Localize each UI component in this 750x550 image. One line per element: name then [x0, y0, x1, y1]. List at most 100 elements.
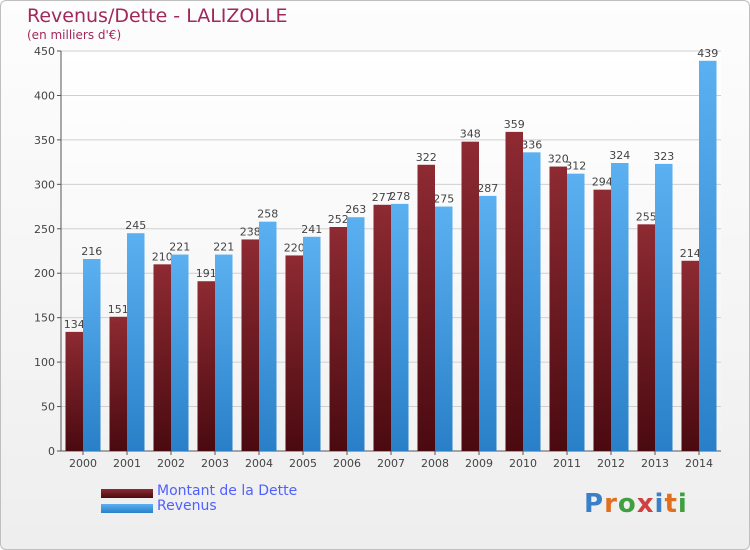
x-tick-label: 2010: [509, 457, 537, 470]
bar-revenue: [435, 206, 453, 451]
y-tick-label: 200: [34, 267, 55, 280]
data-label-revenue: 287: [477, 182, 498, 195]
x-tick-label: 2000: [69, 457, 97, 470]
bar-revenue: [171, 254, 189, 451]
data-label-debt: 277: [372, 191, 393, 204]
bar-revenue: [83, 259, 101, 451]
data-label-revenue: 275: [433, 193, 454, 206]
bar-debt: [197, 281, 215, 451]
bar-debt: [549, 166, 567, 452]
bar-debt: [329, 227, 347, 451]
legend-swatch-debt: [101, 489, 153, 498]
legend-swatch-revenue: [101, 504, 153, 513]
bar-debt: [285, 255, 303, 451]
data-label-debt: 151: [108, 303, 129, 316]
x-tick-label: 2005: [289, 457, 317, 470]
bar-debt: [373, 204, 391, 451]
x-tick-label: 2001: [113, 457, 141, 470]
y-tick-label: 0: [48, 445, 55, 458]
legend-label-debt: Montant de la Dette: [157, 483, 298, 499]
data-label-revenue: 216: [81, 245, 102, 258]
data-label-revenue: 312: [565, 160, 586, 173]
data-label-debt: 252: [328, 213, 349, 226]
y-tick-label: 400: [34, 89, 55, 102]
data-label-revenue: 324: [609, 149, 630, 162]
data-label-revenue: 258: [257, 208, 278, 221]
data-label-revenue: 278: [389, 190, 410, 203]
bar-debt: [593, 189, 611, 451]
bar-debt: [461, 141, 479, 451]
logo-letter: x: [636, 489, 655, 519]
bar-revenue: [611, 163, 629, 451]
data-label-debt: 322: [416, 151, 437, 164]
legend-label-revenue: Revenus: [157, 498, 217, 514]
bar-debt: [241, 239, 259, 451]
y-tick-label: 350: [34, 134, 55, 147]
data-label-debt: 320: [548, 153, 569, 166]
bar-debt: [505, 131, 523, 451]
bar-revenue: [567, 173, 585, 451]
data-label-debt: 134: [64, 318, 85, 331]
x-tick-label: 2007: [377, 457, 405, 470]
bar-revenue: [215, 254, 233, 451]
logo-letter: r: [604, 489, 618, 519]
x-tick-label: 2011: [553, 457, 581, 470]
logo-letter: t: [664, 489, 678, 519]
bar-revenue: [127, 233, 145, 451]
bar-revenue: [303, 236, 321, 451]
data-label-debt: 359: [504, 118, 525, 131]
data-label-debt: 210: [152, 250, 173, 263]
data-label-debt: 220: [284, 241, 305, 254]
logo-letter: o: [617, 489, 637, 519]
bar-revenue: [347, 217, 365, 451]
x-tick-label: 2009: [465, 457, 493, 470]
chart-title: Revenus/Dette - LALIZOLLE: [27, 5, 288, 27]
logo-letter: P: [584, 489, 605, 519]
y-tick-label: 250: [34, 223, 55, 236]
data-label-revenue: 221: [169, 241, 190, 254]
bar-revenue: [523, 152, 541, 452]
x-tick-label: 2003: [201, 457, 229, 470]
x-tick-label: 2012: [597, 457, 625, 470]
y-tick-label: 450: [34, 45, 55, 58]
data-label-revenue: 241: [301, 223, 322, 236]
bar-revenue: [391, 203, 409, 451]
x-tick-label: 2002: [157, 457, 185, 470]
x-tick-label: 2014: [685, 457, 713, 470]
data-label-debt: 238: [240, 225, 261, 238]
y-tick-label: 50: [41, 401, 55, 414]
proxiti-logo: Proxiti: [584, 489, 688, 519]
bar-debt: [417, 164, 435, 451]
x-tick-label: 2006: [333, 457, 361, 470]
bar-revenue: [655, 163, 673, 451]
bar-revenue: [699, 60, 717, 452]
x-tick-label: 2004: [245, 457, 273, 470]
bar-debt: [153, 264, 171, 451]
logo-letter: i: [654, 489, 665, 519]
bar-debt: [637, 224, 655, 451]
bar-debt: [65, 331, 83, 451]
data-label-debt: 294: [592, 176, 613, 189]
chart-subtitle: (en milliers d'€): [27, 28, 122, 42]
y-tick-label: 100: [34, 356, 55, 369]
data-label-revenue: 336: [521, 138, 542, 151]
bar-debt: [681, 260, 699, 451]
data-label-revenue: 263: [345, 203, 366, 216]
x-tick-label: 2008: [421, 457, 449, 470]
bar-revenue: [479, 195, 497, 451]
data-label-debt: 214: [680, 247, 701, 260]
logo-letter: i: [677, 489, 688, 519]
data-label-debt: 348: [460, 128, 481, 141]
data-label-revenue: 323: [653, 150, 674, 163]
bar-debt: [109, 316, 127, 451]
y-tick-label: 150: [34, 312, 55, 325]
y-tick-label: 300: [34, 178, 55, 191]
bar-revenue: [259, 221, 277, 451]
data-label-revenue: 221: [213, 241, 234, 254]
data-label-debt: 191: [196, 267, 217, 280]
x-tick-label: 2013: [641, 457, 669, 470]
data-label-debt: 255: [636, 210, 657, 223]
data-label-revenue: 245: [125, 219, 146, 232]
